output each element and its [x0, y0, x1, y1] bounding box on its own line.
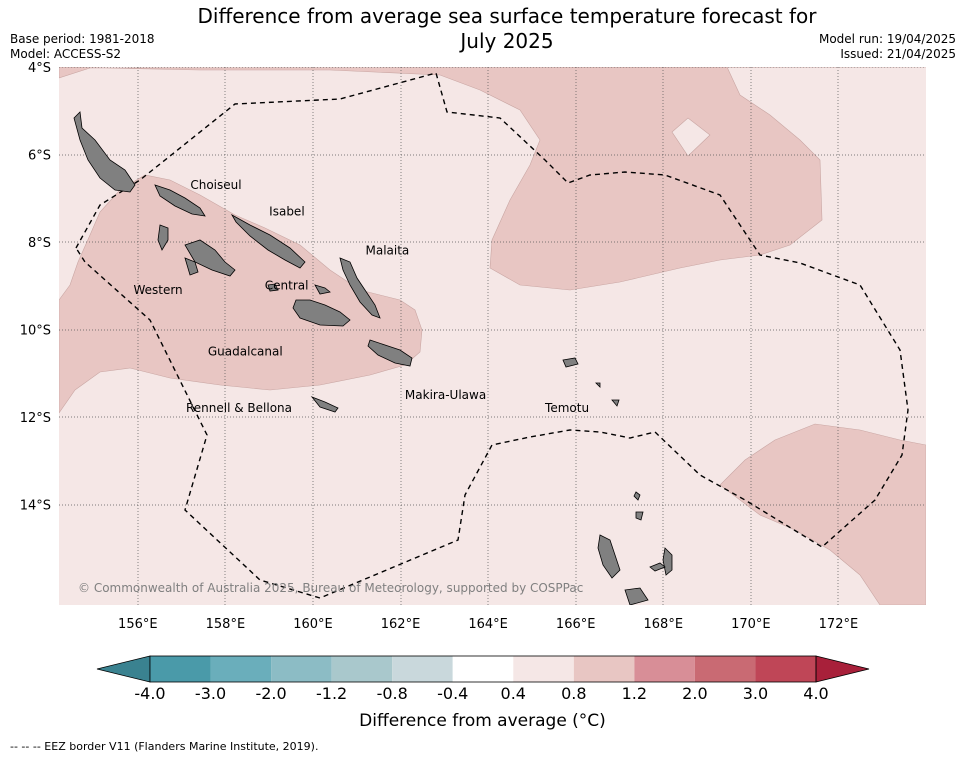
- map-title: Difference from average sea surface temp…: [0, 4, 965, 54]
- latitude-tick-label: 6°S: [28, 148, 51, 163]
- title-line-2: July 2025: [460, 29, 554, 53]
- province-label: Central: [265, 279, 309, 293]
- colorbar-tick-label: 0.4: [501, 684, 526, 703]
- longitude-tick-label: 162°E: [381, 617, 421, 632]
- province-label: Rennell & Bellona: [186, 401, 292, 415]
- colorbar-title: Difference from average (°C): [359, 711, 606, 731]
- tikopia-island: [595, 382, 601, 388]
- map[interactable]: © Commonwealth of Australia 2025, Bureau…: [0, 0, 965, 640]
- colorbar-tick-label: -0.8: [377, 684, 408, 703]
- colorbar-tick-label: -0.4: [437, 684, 468, 703]
- colorbar-swatch: [634, 656, 695, 682]
- longitude-tick-label: 172°E: [819, 617, 859, 632]
- eez-border: [75, 72, 909, 599]
- colorbar-outline: [149, 655, 817, 683]
- latitude-tick-label: 8°S: [28, 236, 51, 251]
- province-label: Temotu: [544, 401, 589, 415]
- longitude-labels: 156°E 158°E 160°E 162°E 164°E 166°E 168°E 170°E…: [118, 617, 858, 632]
- province-label: Choiseul: [190, 178, 241, 192]
- copyright-text: © Commonwealth of Australia 2025, Bureau…: [78, 581, 583, 595]
- isabel-island: [230, 213, 306, 269]
- eez-footnote: -- -- -- EEZ border V11 (Flanders Marine…: [10, 740, 319, 753]
- colorbar-under-triangle: [96, 655, 151, 683]
- latitude-tick-label: 12°S: [20, 411, 51, 426]
- base-period-text: Base period: 1981-2018: [10, 32, 155, 46]
- efate-region: [624, 587, 649, 605]
- colorbar-tick-label: -1.2: [316, 684, 347, 703]
- banks-islands: [635, 511, 644, 521]
- vanikoro-island: [611, 399, 620, 407]
- bougainville-island: [73, 111, 136, 193]
- colorbar-swatches: [96, 655, 870, 683]
- santa-cruz-island: [562, 357, 579, 368]
- latitude-tick-label: 10°S: [20, 323, 51, 338]
- colorbar-tick-label: -2.0: [255, 684, 286, 703]
- province-label: Guadalcanal: [208, 344, 283, 358]
- colorbar-tick-labels: -4.0 -3.0 -2.0 -1.2 -0.8 -0.4 0.4 0.8 1.2 2.0 3.0 4…: [134, 684, 828, 703]
- colorbar-tick-label: 3.0: [743, 684, 768, 703]
- province-label: Western: [133, 283, 182, 297]
- province-label: Isabel: [269, 204, 304, 218]
- meta-right: Model run: 19/04/2025 Issued: 21/04/2025: [819, 32, 956, 62]
- longitude-tick-label: 164°E: [468, 617, 508, 632]
- rendova-island: [184, 257, 199, 276]
- makira-island: [367, 339, 413, 367]
- malekula-island: [662, 547, 673, 576]
- colorbar-swatch: [392, 656, 453, 682]
- normal-patch: [671, 117, 711, 157]
- florida-islands: [314, 284, 331, 295]
- meta-left: Base period: 1981-2018 Model: ACCESS-S2: [10, 32, 155, 62]
- province-label: Makira-Ulawa: [405, 388, 486, 402]
- longitude-tick-label: 166°E: [556, 617, 596, 632]
- russell-islands: [267, 283, 279, 292]
- colorbar-swatch: [331, 656, 393, 682]
- colorbar-over-triangle: [815, 655, 870, 683]
- colorbar-swatch: [694, 656, 756, 682]
- colorbar-swatch: [452, 656, 514, 682]
- province-label: Malaita: [366, 244, 410, 258]
- colorbar-swatch: [513, 656, 574, 682]
- maewo-island: [633, 491, 641, 501]
- longitude-tick-label: 156°E: [118, 617, 158, 632]
- colorbar-swatch: [755, 656, 816, 682]
- colorbar-tick-label: 0.8: [561, 684, 586, 703]
- latitude-labels: 4°S 6°S 8°S 10°S 12°S 14°S: [20, 61, 51, 513]
- colorbar-tick-label: 4.0: [803, 684, 828, 703]
- vella-lavella-island: [157, 224, 169, 251]
- latitude-tick-label: 14°S: [20, 498, 51, 513]
- ambae-island: [649, 562, 666, 572]
- new-georgia-island: [184, 239, 236, 277]
- colorbar-swatch: [573, 656, 635, 682]
- province-labels: Choiseul Isabel Malaita Western Central Guada…: [133, 178, 589, 415]
- colorbar-tick-label: -3.0: [195, 684, 226, 703]
- colorbar-tick-label: -4.0: [134, 684, 165, 703]
- model-run-text: Model run: 19/04/2025: [818, 32, 956, 46]
- issued-text: Issued: 21/04/2025: [840, 47, 956, 61]
- choiseul-island: [154, 184, 206, 217]
- colorbar-swatch: [271, 656, 332, 682]
- rennell-island: [310, 396, 339, 413]
- warm-anomaly-region-northeast: [59, 67, 926, 291]
- colorbar-swatch: [210, 656, 272, 682]
- longitude-tick-label: 170°E: [731, 617, 771, 632]
- colorbar-swatch: [150, 656, 211, 682]
- longitude-tick-label: 158°E: [206, 617, 246, 632]
- espiritu-santo-island: [597, 534, 621, 579]
- colorbar-tick-label: 2.0: [682, 684, 707, 703]
- islands: [73, 111, 673, 605]
- model-text: Model: ACCESS-S2: [10, 47, 122, 61]
- longitude-tick-label: 168°E: [644, 617, 684, 632]
- guadalcanal-island: [292, 299, 351, 327]
- longitude-tick-label: 160°E: [293, 617, 333, 632]
- colorbar-tick-label: 1.2: [622, 684, 647, 703]
- title-line-1: Difference from average sea surface temp…: [197, 4, 817, 28]
- latitude-tick-label: 4°S: [28, 61, 51, 76]
- malaita-island: [339, 257, 381, 319]
- warm-anomaly-region-southeast: [719, 423, 926, 605]
